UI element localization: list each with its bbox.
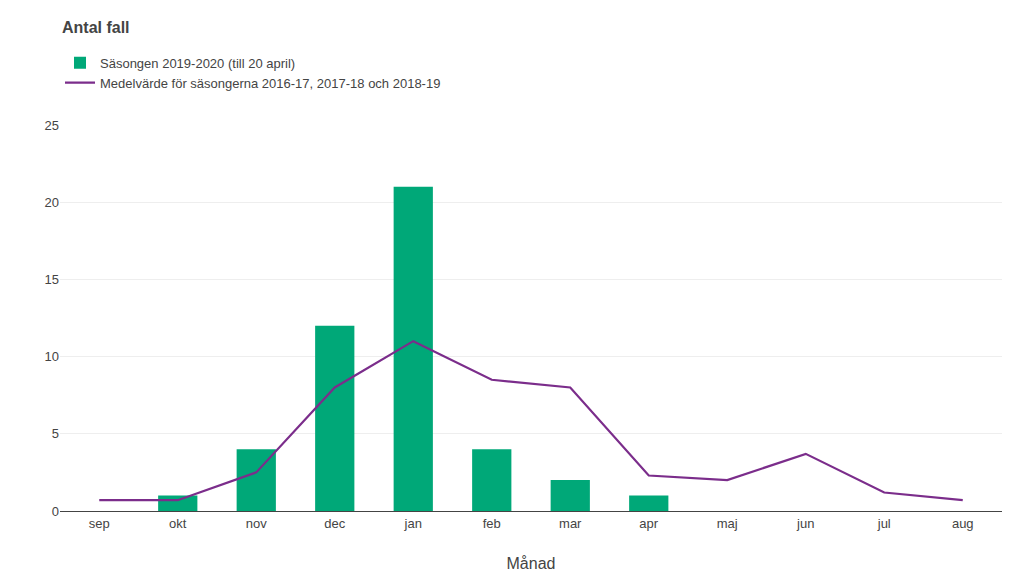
svg-text:15: 15 (45, 272, 59, 287)
svg-text:Säsongen 2019-2020 (till 20 ap: Säsongen 2019-2020 (till 20 april) (100, 56, 295, 71)
svg-text:25: 25 (45, 118, 59, 133)
svg-text:feb: feb (483, 516, 501, 531)
svg-text:mar: mar (559, 516, 582, 531)
svg-text:aug: aug (952, 516, 974, 531)
svg-text:5: 5 (52, 426, 59, 441)
svg-text:maj: maj (717, 516, 738, 531)
svg-text:jan: jan (404, 516, 422, 531)
svg-text:Medelvärde för säsongerna 2016: Medelvärde för säsongerna 2016-17, 2017-… (100, 76, 440, 91)
svg-text:Månad: Månad (507, 555, 556, 572)
svg-text:sep: sep (89, 516, 110, 531)
svg-text:nov: nov (246, 516, 267, 531)
svg-text:jul: jul (877, 516, 891, 531)
svg-text:dec: dec (324, 516, 345, 531)
svg-text:Antal fall: Antal fall (62, 19, 130, 36)
svg-text:jun: jun (796, 516, 814, 531)
svg-text:okt: okt (169, 516, 187, 531)
svg-text:apr: apr (639, 516, 658, 531)
svg-text:20: 20 (45, 195, 59, 210)
svg-text:10: 10 (45, 349, 59, 364)
svg-text:0: 0 (52, 504, 59, 519)
